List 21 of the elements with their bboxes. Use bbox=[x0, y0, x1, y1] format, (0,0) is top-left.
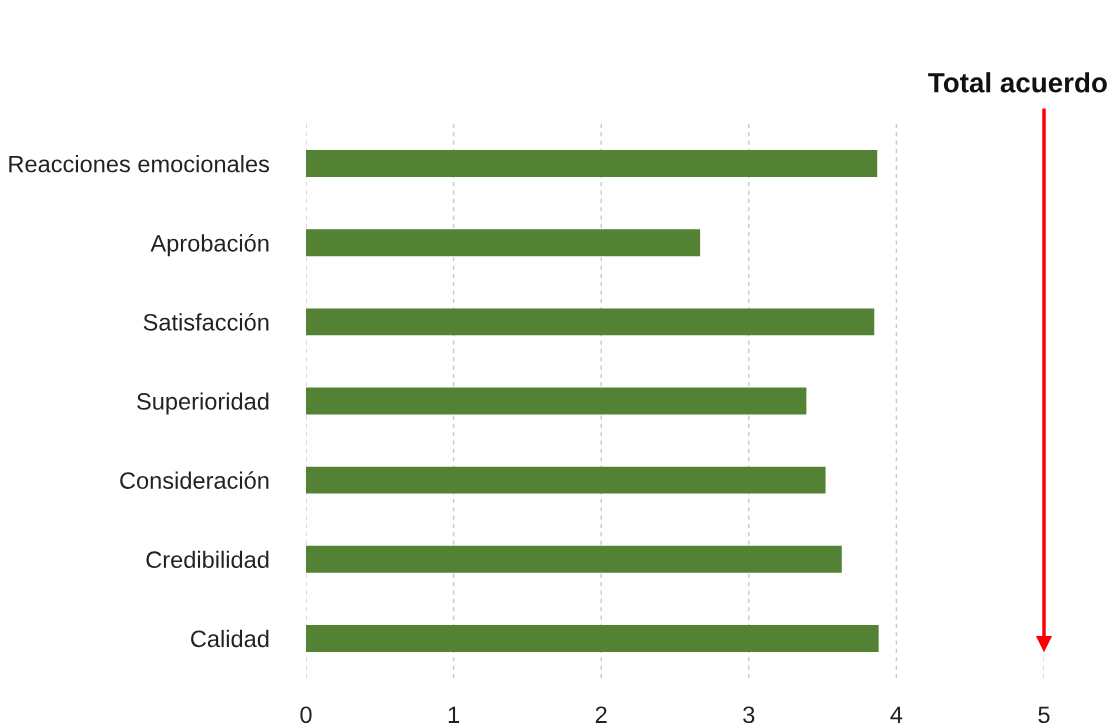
bar bbox=[306, 545, 842, 573]
ref-line-label: Total acuerdo bbox=[928, 72, 1107, 93]
x-tick-label: 5 bbox=[1038, 706, 1050, 723]
y-tick-label: Reacciones emocionales bbox=[9, 155, 270, 173]
x-tick-label: 2 bbox=[595, 706, 607, 723]
bar bbox=[306, 229, 701, 257]
y-tick-label: Credibilidad bbox=[146, 550, 269, 569]
bar bbox=[306, 466, 826, 494]
bar bbox=[306, 150, 878, 178]
x-tick-label: 4 bbox=[890, 706, 903, 723]
y-tick-label: Superioridad bbox=[137, 392, 269, 415]
x-tick-label: 3 bbox=[743, 706, 755, 723]
y-tick-label: Calidad bbox=[191, 629, 269, 648]
x-tick-label: 1 bbox=[448, 706, 460, 723]
y-tick-label: Satisfacción bbox=[143, 313, 269, 331]
bar bbox=[306, 624, 879, 652]
bar bbox=[306, 308, 875, 336]
y-tick-label: Consideración bbox=[120, 471, 269, 489]
bar bbox=[306, 387, 807, 415]
y-tick-label: Aprobación bbox=[150, 234, 269, 257]
x-tick-label: 0 bbox=[300, 706, 312, 723]
